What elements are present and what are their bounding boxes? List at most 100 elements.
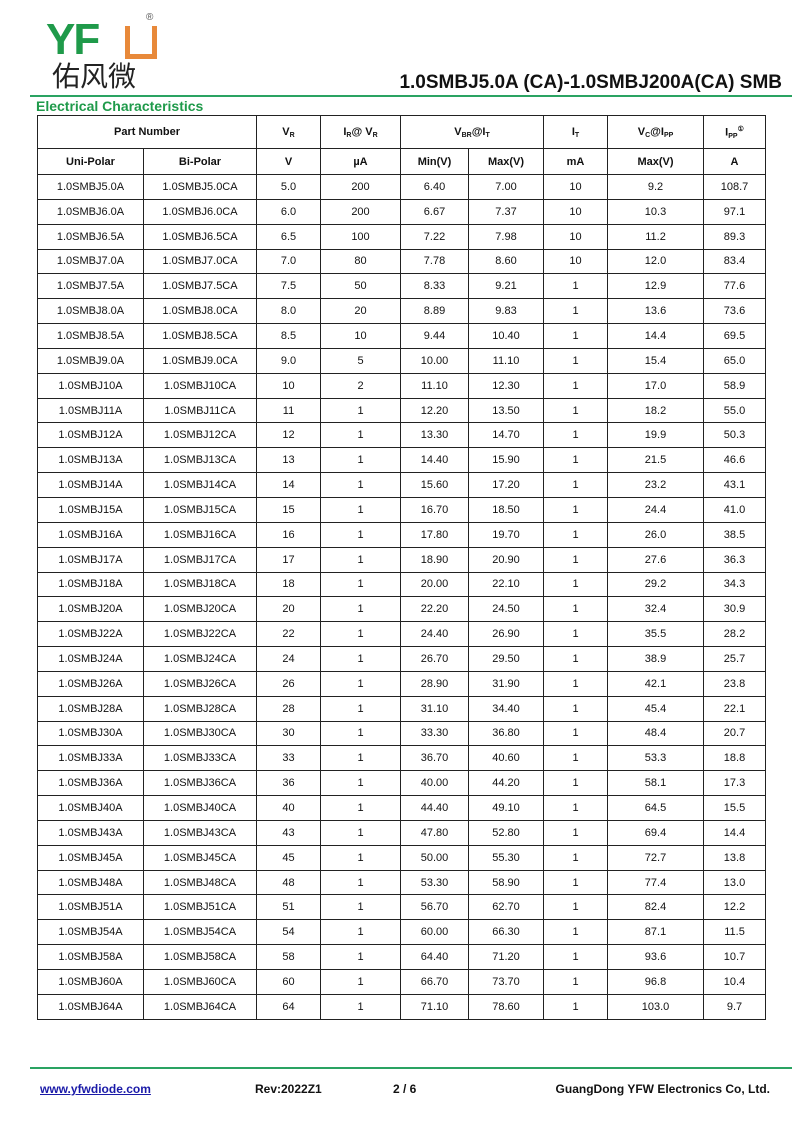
header-divider bbox=[30, 95, 792, 97]
table-row: 1.0SMBJ30A 1.0SMBJ30CA 30 1 33.30 36.80 1 48.4 2… bbox=[37, 720, 767, 747]
table-cell: 1 bbox=[320, 496, 401, 523]
table-cell: 65.0 bbox=[703, 347, 767, 374]
website-link[interactable]: www.yfwdiode.com bbox=[40, 1082, 151, 1096]
table-row: 1.0SMBJ36A 1.0SMBJ36CA 36 1 40.00 44.20 1 58.1 1… bbox=[37, 770, 767, 797]
table-cell: 1 bbox=[320, 869, 401, 896]
unit-header: A bbox=[703, 148, 767, 175]
table-cell: 9.21 bbox=[467, 273, 545, 300]
table-cell: 66.30 bbox=[467, 919, 545, 946]
table-cell: 45.4 bbox=[607, 695, 705, 722]
table-cell: 16.70 bbox=[400, 496, 469, 523]
table-cell: 10.40 bbox=[467, 323, 545, 349]
table-cell: 13.8 bbox=[703, 844, 767, 871]
table-cell: 60 bbox=[256, 969, 321, 995]
electrical-characteristics-table: Part Number VR IR@ VR VBR@IT IT VC@IPP I… bbox=[37, 115, 767, 1020]
table-row: 1.0SMBJ60A 1.0SMBJ60CA 60 1 66.70 73.70 1 96.8 1… bbox=[37, 969, 767, 995]
table-cell: 73.70 bbox=[467, 969, 545, 995]
table-cell: 12.0 bbox=[607, 248, 705, 275]
table-cell: 1.0SMBJ51CA bbox=[143, 894, 257, 921]
table-cell: 7.0 bbox=[256, 248, 321, 275]
table-cell: 56.70 bbox=[400, 894, 469, 921]
table-row: 1.0SMBJ13A 1.0SMBJ13CA 13 1 14.40 15.90 1 21.5 4… bbox=[37, 447, 767, 474]
table-cell: 1.0SMBJ48CA bbox=[143, 869, 257, 896]
table-cell: 12.20 bbox=[400, 397, 469, 424]
table-cell: 48.4 bbox=[607, 720, 705, 747]
company-name: GuangDong YFW Electronics Co, Ltd. bbox=[555, 1082, 770, 1096]
table-cell: 69.5 bbox=[703, 323, 767, 349]
table-cell: 33 bbox=[256, 745, 321, 772]
table-cell: 50 bbox=[320, 273, 401, 300]
table-row: 1.0SMBJ8.5A 1.0SMBJ8.5CA 8.5 10 9.44 10.40 1 14… bbox=[37, 323, 767, 349]
table-cell: 1.0SMBJ43A bbox=[37, 819, 144, 846]
table-cell: 11.10 bbox=[400, 372, 469, 399]
table-body: 1.0SMBJ5.0A 1.0SMBJ5.0CA 5.0 200 6.40 7.00 10 9… bbox=[37, 174, 767, 1020]
table-row: 1.0SMBJ51A 1.0SMBJ51CA 51 1 56.70 62.70 1 82.4 1… bbox=[37, 894, 767, 921]
table-cell: 46.6 bbox=[703, 447, 767, 474]
document-title: 1.0SMBJ5.0A (CA)-1.0SMBJ200A(CA) SMB bbox=[399, 72, 782, 93]
table-cell: 36.3 bbox=[703, 546, 767, 573]
unit-header: V bbox=[256, 148, 321, 175]
table-cell: 1 bbox=[320, 621, 401, 648]
table-cell: 19.70 bbox=[467, 521, 545, 548]
table-cell: 1.0SMBJ9.0A bbox=[37, 347, 144, 374]
table-cell: 1 bbox=[543, 944, 609, 970]
table-cell: 26 bbox=[256, 670, 321, 697]
table-cell: 29.2 bbox=[607, 571, 705, 598]
table-cell: 17.3 bbox=[703, 770, 767, 797]
table-cell: 1 bbox=[543, 795, 609, 821]
table-cell: 1.0SMBJ5.0A bbox=[37, 174, 144, 200]
table-cell: 64.5 bbox=[607, 795, 705, 821]
table-cell: 9.2 bbox=[607, 174, 705, 200]
table-cell: 7.98 bbox=[467, 223, 545, 250]
logo-latin-text: YF bbox=[46, 15, 100, 64]
table-cell: 58.1 bbox=[607, 770, 705, 797]
table-cell: 55.30 bbox=[467, 844, 545, 871]
table-cell: 1.0SMBJ10CA bbox=[143, 372, 257, 399]
table-cell: 1.0SMBJ5.0CA bbox=[143, 174, 257, 200]
table-row: 1.0SMBJ14A 1.0SMBJ14CA 14 1 15.60 17.20 1 23.2 4… bbox=[37, 472, 767, 498]
table-cell: 1.0SMBJ33A bbox=[37, 745, 144, 772]
table-cell: 1 bbox=[543, 323, 609, 349]
table-cell: 6.67 bbox=[400, 198, 469, 225]
yfw-logo: YF ® 佑风微 bbox=[40, 12, 160, 94]
table-cell: 96.8 bbox=[607, 969, 705, 995]
table-cell: 1.0SMBJ51A bbox=[37, 894, 144, 921]
table-cell: 32.4 bbox=[607, 596, 705, 623]
table-cell: 13.0 bbox=[703, 869, 767, 896]
table-row: 1.0SMBJ33A 1.0SMBJ33CA 33 1 36.70 40.60 1 53.3 1… bbox=[37, 745, 767, 772]
table-cell: 31.90 bbox=[467, 670, 545, 697]
table-cell: 24.40 bbox=[400, 621, 469, 648]
table-cell: 1 bbox=[320, 745, 401, 772]
table-cell: 1.0SMBJ58CA bbox=[143, 944, 257, 970]
table-cell: 36.70 bbox=[400, 745, 469, 772]
table-cell: 58.9 bbox=[703, 372, 767, 399]
table-cell: 26.0 bbox=[607, 521, 705, 548]
header-vbr: VBR@IT bbox=[399, 115, 545, 149]
table-cell: 1.0SMBJ33CA bbox=[143, 745, 257, 772]
table-cell: 1.0SMBJ12A bbox=[37, 422, 144, 449]
table-row: 1.0SMBJ10A 1.0SMBJ10CA 10 2 11.10 12.30 1 17.0 5… bbox=[37, 372, 767, 399]
table-cell: 14.40 bbox=[400, 447, 469, 474]
table-cell: 103.0 bbox=[607, 993, 705, 1020]
table-cell: 72.7 bbox=[607, 844, 705, 871]
table-row: 1.0SMBJ28A 1.0SMBJ28CA 28 1 31.10 34.40 1 45.4 2… bbox=[37, 695, 767, 722]
table-cell: 1.0SMBJ6.5CA bbox=[143, 223, 257, 250]
table-cell: 36.80 bbox=[467, 720, 545, 747]
table-row: 1.0SMBJ43A 1.0SMBJ43CA 43 1 47.80 52.80 1 69.4 1… bbox=[37, 819, 767, 846]
table-cell: 23.2 bbox=[607, 472, 705, 498]
table-cell: 1 bbox=[543, 993, 609, 1020]
table-cell: 50.3 bbox=[703, 422, 767, 449]
table-cell: 1 bbox=[543, 273, 609, 300]
table-cell: 58.90 bbox=[467, 869, 545, 896]
table-cell: 17.20 bbox=[467, 472, 545, 498]
table-row: 1.0SMBJ9.0A 1.0SMBJ9.0CA 9.0 5 10.00 11.10 1 15… bbox=[37, 347, 767, 374]
table-cell: 15.60 bbox=[400, 472, 469, 498]
table-cell: 1 bbox=[543, 670, 609, 697]
table-row: 1.0SMBJ17A 1.0SMBJ17CA 17 1 18.90 20.90 1 27.6 3… bbox=[37, 546, 767, 573]
table-cell: 10.3 bbox=[607, 198, 705, 225]
table-cell: 1.0SMBJ13CA bbox=[143, 447, 257, 474]
table-cell: 1 bbox=[320, 422, 401, 449]
unit-header: Max(V) bbox=[467, 148, 545, 175]
